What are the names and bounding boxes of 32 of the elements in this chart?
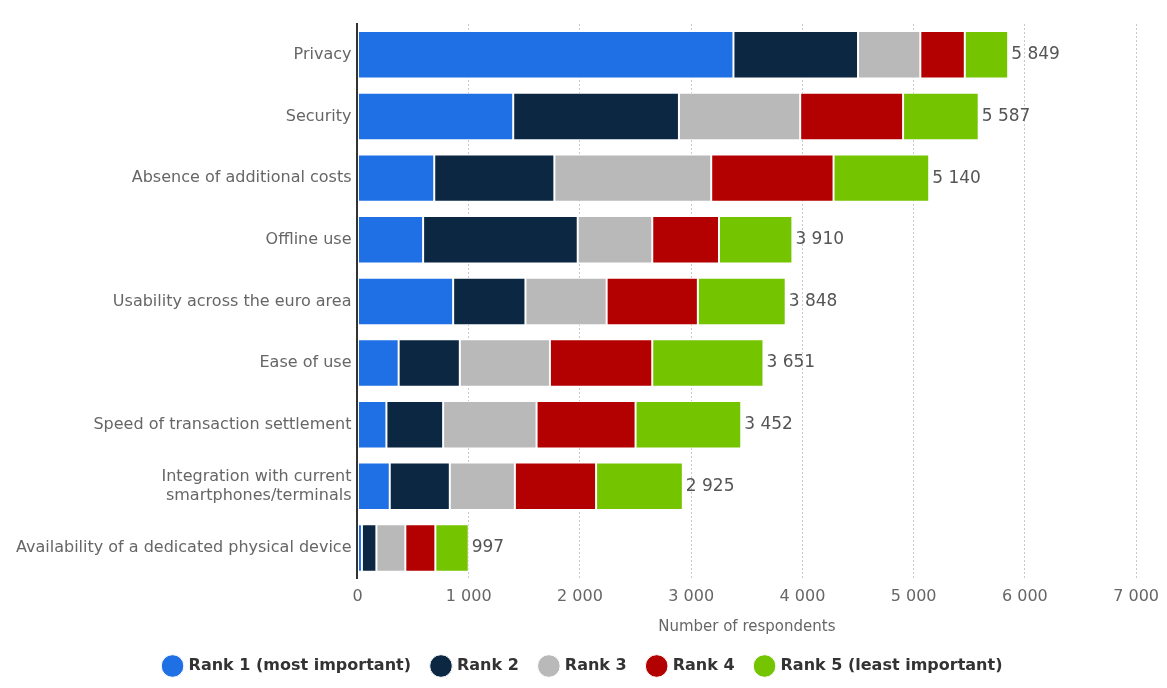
x-tick-label: 5 000	[890, 585, 937, 605]
y-tick-label: Availability of a dedicated physical device	[15, 537, 352, 557]
total-label: 5 140	[932, 166, 981, 187]
x-axis-title: Number of respondents	[658, 616, 836, 635]
total-label: 2 925	[685, 474, 735, 495]
x-tick-label: 4 000	[779, 585, 826, 605]
y-tick-label: Speed of transaction settlement	[93, 413, 352, 433]
total-label: 5 849	[1011, 43, 1060, 64]
x-tick-label: 1 000	[445, 585, 492, 605]
y-tick-label: Security	[285, 105, 352, 125]
y-tick-label: Integration with current smartphones/terminals	[161, 465, 352, 505]
legend-label: Rank 2	[456, 655, 519, 675]
total-label: 3 910	[795, 228, 845, 249]
x-tick-label: 3 000	[668, 585, 715, 605]
y-tick-label: Privacy	[293, 43, 352, 63]
legend-label: Rank 5 (least important)	[780, 655, 1003, 675]
y-tick-label: Ease of use	[259, 352, 352, 372]
y-tick-label: Usability across the euro area	[112, 290, 352, 310]
total-label: 997	[471, 536, 505, 557]
legend-label: Rank 1 (most important)	[188, 655, 411, 675]
x-tick-label: 0	[352, 585, 363, 605]
legend-label: Rank 3	[564, 655, 627, 675]
total-label: 5 587	[981, 104, 1031, 125]
total-label: 3 452	[744, 413, 793, 434]
y-tick-label: Offline use	[265, 228, 352, 248]
y-tick-label: Absence of additional costs	[131, 167, 352, 187]
total-label: 3 651	[766, 351, 816, 372]
x-tick-label: 2 000	[557, 585, 603, 605]
x-tick-label: 7 000	[1113, 585, 1159, 605]
total-label: 3 848	[788, 289, 838, 310]
legend-label: Rank 4	[672, 655, 735, 675]
x-tick-label: 6 000	[1001, 585, 1048, 605]
